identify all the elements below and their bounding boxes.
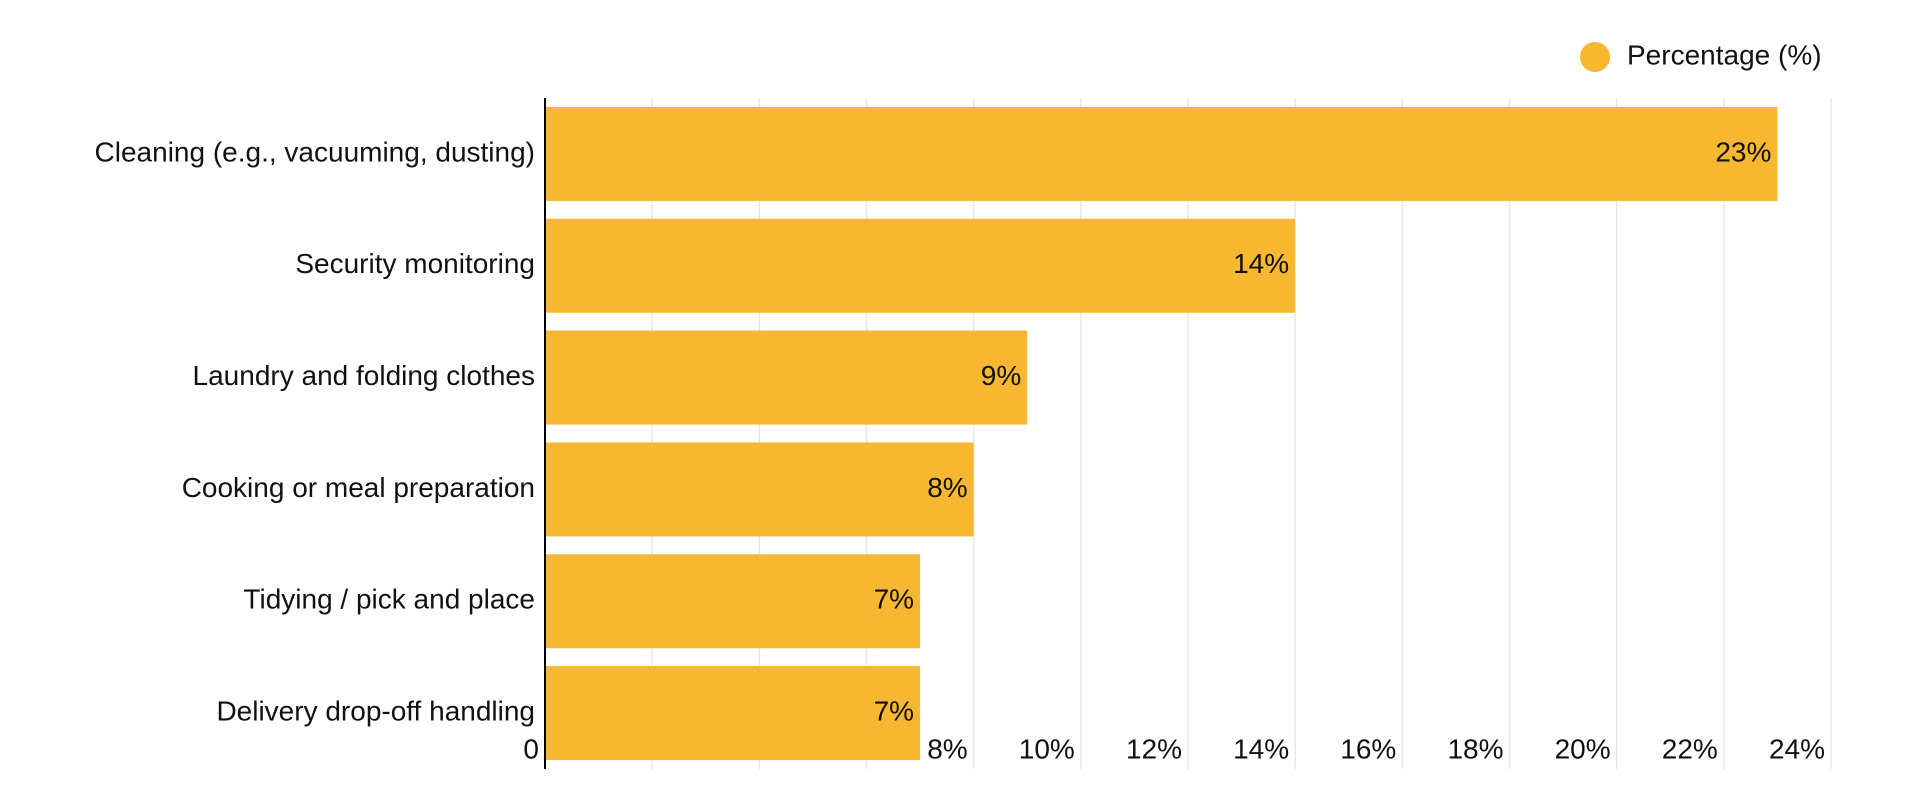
x-tick-label: 24% xyxy=(1769,733,1825,764)
x-tick-label: 0 xyxy=(523,733,539,764)
x-tick-label: 18% xyxy=(1447,733,1503,764)
bar xyxy=(545,218,1296,313)
value-label: 23% xyxy=(1715,136,1771,167)
legend-marker xyxy=(1580,42,1610,72)
value-label: 7% xyxy=(874,695,914,726)
y-tick-label: Cleaning (e.g., vacuuming, dusting) xyxy=(95,136,535,167)
y-tick-label: Delivery drop-off handling xyxy=(216,695,535,726)
y-tick-label: Laundry and folding clothes xyxy=(193,360,535,391)
x-tick-label: 8% xyxy=(927,733,967,764)
bar xyxy=(545,106,1778,201)
x-tick-label: 20% xyxy=(1555,733,1611,764)
y-tick-label: Security monitoring xyxy=(295,248,535,279)
value-label: 8% xyxy=(927,472,967,503)
x-tick-label: 12% xyxy=(1126,733,1182,764)
x-tick-label: 22% xyxy=(1662,733,1718,764)
x-tick-label: 10% xyxy=(1019,733,1075,764)
y-tick-label: Tidying / pick and place xyxy=(243,584,535,615)
bar xyxy=(545,554,921,649)
y-tick-label: Cooking or meal preparation xyxy=(182,472,535,503)
bar xyxy=(545,330,1028,425)
x-tick-label: 14% xyxy=(1233,733,1289,764)
legend-label: Percentage (%) xyxy=(1627,39,1822,70)
value-label: 9% xyxy=(981,360,1021,391)
value-label: 14% xyxy=(1233,248,1289,279)
value-label: 7% xyxy=(874,584,914,615)
bar xyxy=(545,442,974,537)
bar xyxy=(545,666,921,761)
x-tick-label: 16% xyxy=(1340,733,1396,764)
